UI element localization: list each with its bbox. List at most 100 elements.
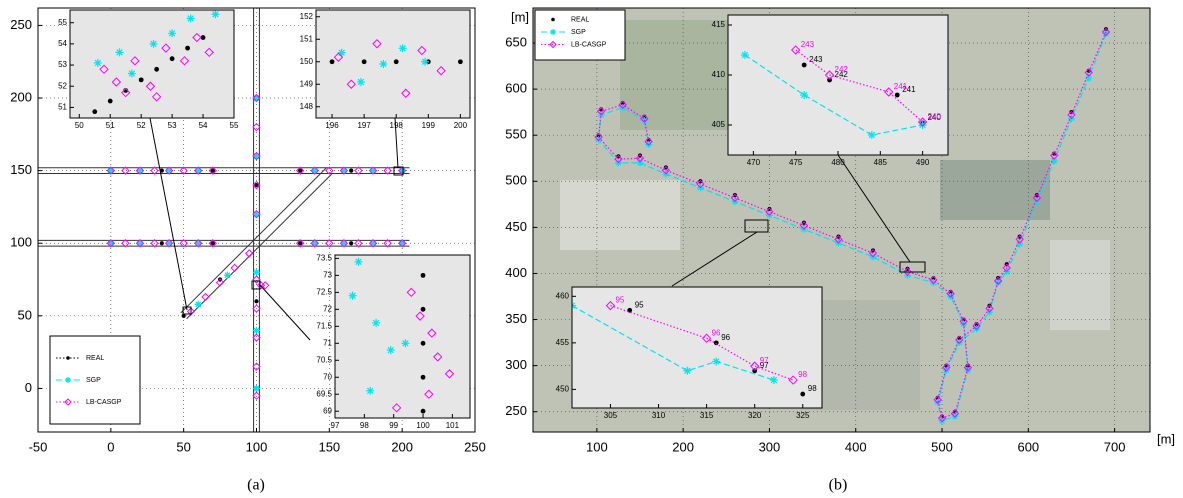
y-tick-label: 455 [556, 338, 570, 347]
legend-label: LB-CASGP [571, 41, 607, 48]
x-tick-label: 196 [325, 121, 339, 130]
x-tick-label: 197 [357, 121, 371, 130]
leader-line [260, 285, 310, 340]
x-tick-label: 300 [759, 439, 781, 454]
marker [170, 56, 175, 61]
y-tick-label: 450 [556, 384, 570, 393]
marker [379, 60, 387, 68]
inset-background [316, 10, 470, 118]
y-tick-label: 650 [505, 34, 527, 49]
x-tick-label: 200 [391, 439, 413, 454]
marker [330, 59, 335, 64]
x-tick-label: 315 [700, 411, 714, 420]
marker [551, 18, 555, 22]
legend: REALSGPLB-CASGP [535, 10, 625, 60]
marker [401, 339, 409, 347]
marker [128, 70, 136, 78]
marker [421, 409, 426, 414]
marker [354, 258, 362, 266]
y-tick-label: 415 [712, 20, 726, 29]
marker [168, 29, 176, 37]
y-tick-label: 0 [25, 380, 32, 395]
x-tick-label: 99 [389, 421, 398, 430]
y-tick-label: 152 [300, 12, 314, 21]
y-tick-label: 405 [712, 120, 726, 129]
x-tick-label: -50 [29, 439, 48, 454]
y-tick-label: 52 [58, 81, 67, 90]
y-tick-label: 410 [712, 70, 726, 79]
marker [871, 248, 875, 252]
marker [185, 46, 190, 51]
y-tick-label: 151 [300, 34, 314, 43]
y-tick-label: 72.5 [316, 287, 332, 296]
x-tick-label: 325 [796, 411, 810, 420]
marker [254, 299, 258, 303]
legend-label: REAL [571, 16, 589, 23]
x-tick-label: 100 [586, 439, 608, 454]
y-tick-label: 53 [58, 60, 67, 69]
marker [733, 193, 737, 197]
x-tick-label: 485 [874, 158, 888, 167]
x-tick-label: 50 [176, 439, 190, 454]
marker [638, 153, 642, 157]
y-tick-label: 55 [58, 18, 67, 27]
marker [349, 241, 353, 245]
point-label: 98 [798, 370, 807, 379]
marker [421, 375, 426, 380]
marker [836, 234, 840, 238]
y-tick-label: 72 [323, 304, 332, 313]
y-tick-label: 69 [323, 406, 332, 415]
marker [357, 78, 365, 86]
caption: (b) [829, 477, 848, 494]
x-tick-label: 500 [931, 439, 953, 454]
marker [136, 240, 143, 247]
point-label: 96 [712, 328, 721, 337]
marker [108, 99, 113, 104]
marker [421, 307, 426, 312]
marker [919, 121, 927, 129]
marker [387, 346, 395, 354]
point-label: 97 [760, 356, 769, 365]
x-tick-label: 480 [831, 158, 845, 167]
marker [253, 95, 260, 102]
y-tick-label: 50 [18, 307, 32, 322]
y-tick-label: 150 [10, 162, 32, 177]
figure: -50050100150200250050100150200250REALSGP… [0, 0, 1183, 498]
inset: 4704754804854904054104152432422412402432… [712, 15, 948, 167]
marker [166, 167, 173, 174]
marker [187, 14, 195, 22]
leader-line [150, 118, 187, 310]
marker [800, 91, 808, 99]
y-tick-label: 69.5 [316, 389, 332, 398]
inset: 196197198199200148149150151152 [300, 10, 470, 130]
marker [550, 29, 556, 35]
y-tick-label: 71.5 [316, 321, 332, 330]
marker [107, 240, 114, 247]
marker [895, 93, 900, 98]
marker [195, 301, 202, 308]
legend-label: LB-CASGP [86, 399, 122, 406]
x-tick-label: 200 [454, 121, 468, 130]
marker [698, 179, 702, 183]
x-tick-label: 101 [446, 421, 460, 430]
marker [770, 376, 778, 384]
marker [66, 356, 70, 360]
point-label: 95 [635, 300, 644, 309]
marker [714, 340, 719, 345]
x-tick-label: 53 [168, 121, 177, 130]
marker [139, 77, 144, 82]
marker [253, 211, 260, 218]
marker [107, 167, 114, 174]
y-tick-label: 250 [10, 17, 32, 32]
y-tick-label: 500 [505, 173, 527, 188]
inset: 5051525354555152535455 [58, 10, 239, 130]
marker [372, 319, 380, 327]
y-tick-label: 70 [323, 372, 332, 381]
y-tick-label: 450 [505, 219, 527, 234]
x-axis-label: [m] [1157, 431, 1175, 446]
point-label: 240 [928, 112, 942, 121]
x-tick-label: 97 [331, 421, 340, 430]
x-tick-label: 490 [916, 158, 930, 167]
marker [421, 58, 429, 66]
